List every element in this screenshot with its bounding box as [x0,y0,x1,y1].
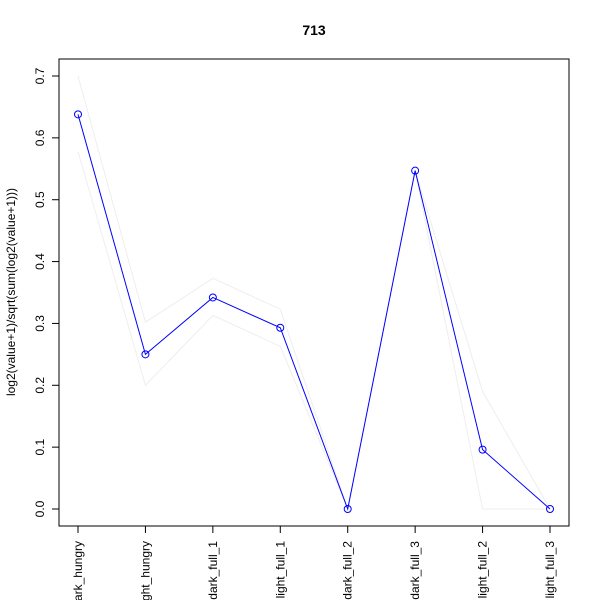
data-point [208,293,217,302]
x-tick-label: dark_full_3 [408,541,422,600]
band-line [77,151,550,511]
x-tick-label: dark_full_1 [206,541,220,600]
x-tick-label: dark_hungry [71,541,85,600]
x-tick-label: light_hungry [138,541,152,600]
data-point [478,445,487,454]
y-tick-label: 0.0 [33,500,47,517]
data-point [343,505,352,513]
x-tick-label: light_full_1 [273,541,287,599]
chart-title: 713 [302,22,326,38]
series-line [77,114,551,511]
band-line [77,75,551,511]
x-tick-label: light_full_2 [476,541,490,599]
y-tick-label: 0.3 [33,315,47,332]
y-tick-label: 0.7 [33,67,47,84]
y-tick-label: 0.2 [33,377,47,394]
x-tick-label: light_full_3 [543,541,557,599]
x-axis: dark_hungry light_hungry dark_full_1 light_… [71,525,557,600]
series-layer [74,75,554,513]
x-tick-label: dark_full_2 [341,541,355,600]
data-point [74,110,82,119]
data-point [276,323,285,332]
y-axis-label: log2(value+1)/sqrt(sum(log2(value+1))) [4,188,18,396]
data-point [411,166,420,175]
y-axis: 0.0 0.1 0.2 0.3 0.4 0.5 0.6 0.7 [33,67,60,517]
plot-frame [58,58,570,527]
data-point [546,505,554,513]
y-tick-label: 0.4 [33,253,47,270]
y-tick-label: 0.1 [33,438,47,455]
data-point [141,350,150,359]
y-tick-label: 0.6 [33,129,47,146]
y-tick-label: 0.5 [33,191,47,208]
